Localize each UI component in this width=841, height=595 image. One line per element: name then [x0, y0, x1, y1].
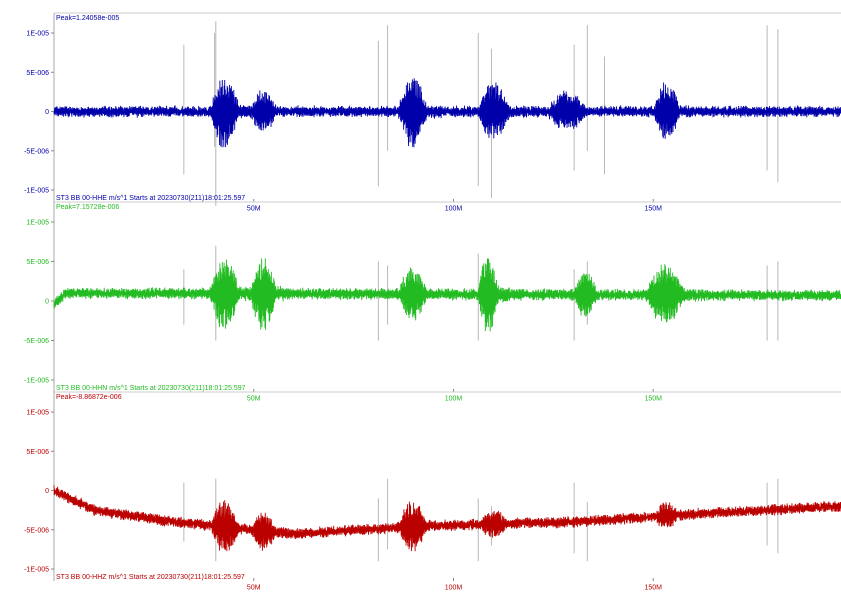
y-tick-label: -1E-005: [24, 188, 49, 195]
channel-footer-label: ST3 BB 00-HHN m/s^1 Starts at 20230730(2…: [56, 385, 246, 392]
y-tick-label: 0: [45, 299, 49, 306]
x-tick-label: 100M: [445, 206, 463, 213]
peak-label: Peak=7.15728e-006: [56, 204, 119, 211]
channel-footer-label: ST3 BB 00-HHE m/s^1 Starts at 20230730(2…: [56, 195, 245, 202]
y-tick-label: -5E-006: [24, 527, 49, 534]
x-tick-label: 50M: [247, 585, 261, 592]
y-tick-label: -5E-006: [24, 148, 49, 155]
waveform-trace: [53, 485, 841, 552]
y-tick-label: 0: [45, 109, 49, 116]
y-tick-label: 1E-005: [26, 410, 49, 417]
waveform-trace: [53, 258, 841, 332]
x-tick-label: 150M: [644, 396, 662, 403]
y-tick-label: 0: [45, 488, 49, 495]
panel-hhz: 1E-005 5E-006 0 -5E-006 -1E-005 50M 100M 150M Pe…: [24, 391, 841, 592]
y-tick-label: 5E-006: [26, 70, 49, 77]
y-tick-label: 5E-006: [26, 449, 49, 456]
channel-footer-label: ST3 BB 00-HHZ m/s^1 Starts at 20230730(2…: [56, 574, 245, 581]
peak-label: Peak=1.24058e-005: [56, 15, 119, 22]
x-tick-label: 150M: [644, 585, 662, 592]
x-tick-label: 50M: [247, 206, 261, 213]
waveform-trace: [53, 78, 841, 148]
panel-hhn: 1E-005 5E-006 0 -5E-006 -1E-005 50M 100M 150M Pe…: [24, 201, 841, 403]
y-tick-label: 1E-005: [26, 220, 49, 227]
y-tick-label: 5E-006: [26, 259, 49, 266]
x-tick-label: 100M: [445, 396, 463, 403]
peak-label: Peak=-8.86872e-006: [56, 394, 122, 401]
panel-hhe: 1E-005 5E-006 0 -5E-006 -1E-005 50M 100M 150M Pe…: [24, 12, 841, 213]
y-tick-label: -5E-006: [24, 338, 49, 345]
y-tick-label: 1E-005: [26, 31, 49, 38]
x-tick-label: 50M: [247, 396, 261, 403]
x-tick-label: 150M: [644, 206, 662, 213]
y-tick-label: -1E-005: [24, 378, 49, 385]
y-tick-label: -1E-005: [24, 567, 49, 574]
x-tick-label: 100M: [445, 585, 463, 592]
